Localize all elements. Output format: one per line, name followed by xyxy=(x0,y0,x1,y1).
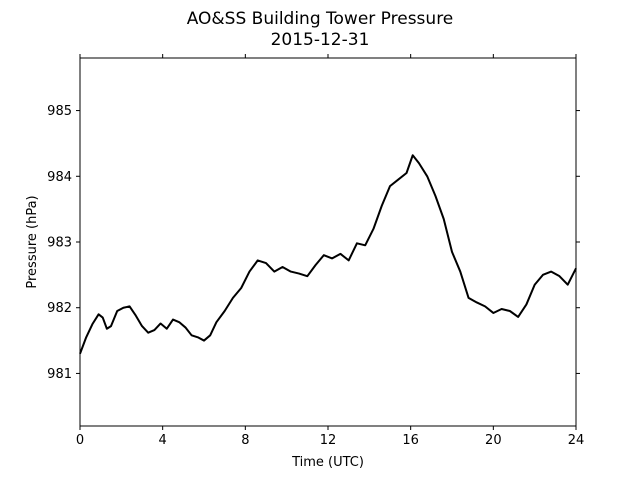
x-tick-label-1: 4 xyxy=(159,433,167,448)
y-tick-label-3: 984 xyxy=(47,170,72,185)
x-axis-ticks: 0 4 8 12 16 20 24 xyxy=(76,54,584,448)
y-tick-label-1: 982 xyxy=(47,301,72,316)
y-axis-ticks: 981 982 983 984 985 xyxy=(47,104,580,382)
x-tick-label-0: 0 xyxy=(76,433,84,448)
y-axis-label: Pressure (hPa) xyxy=(25,195,40,288)
x-tick-label-3: 12 xyxy=(320,433,337,448)
x-tick-label-2: 8 xyxy=(241,433,249,448)
x-tick-label-5: 20 xyxy=(485,433,502,448)
y-tick-label-2: 983 xyxy=(47,236,72,251)
x-axis-label: Time (UTC) xyxy=(291,455,364,470)
x-tick-label-4: 16 xyxy=(402,433,419,448)
chart-title: AO&SS Building Tower Pressure xyxy=(187,9,454,29)
x-tick-label-6: 24 xyxy=(568,433,585,448)
chart-subtitle: 2015-12-31 xyxy=(271,30,370,50)
plot-area-frame xyxy=(79,57,577,427)
pressure-series-line xyxy=(79,154,577,355)
y-tick-label-0: 981 xyxy=(47,367,72,382)
y-tick-label-4: 985 xyxy=(47,104,72,119)
